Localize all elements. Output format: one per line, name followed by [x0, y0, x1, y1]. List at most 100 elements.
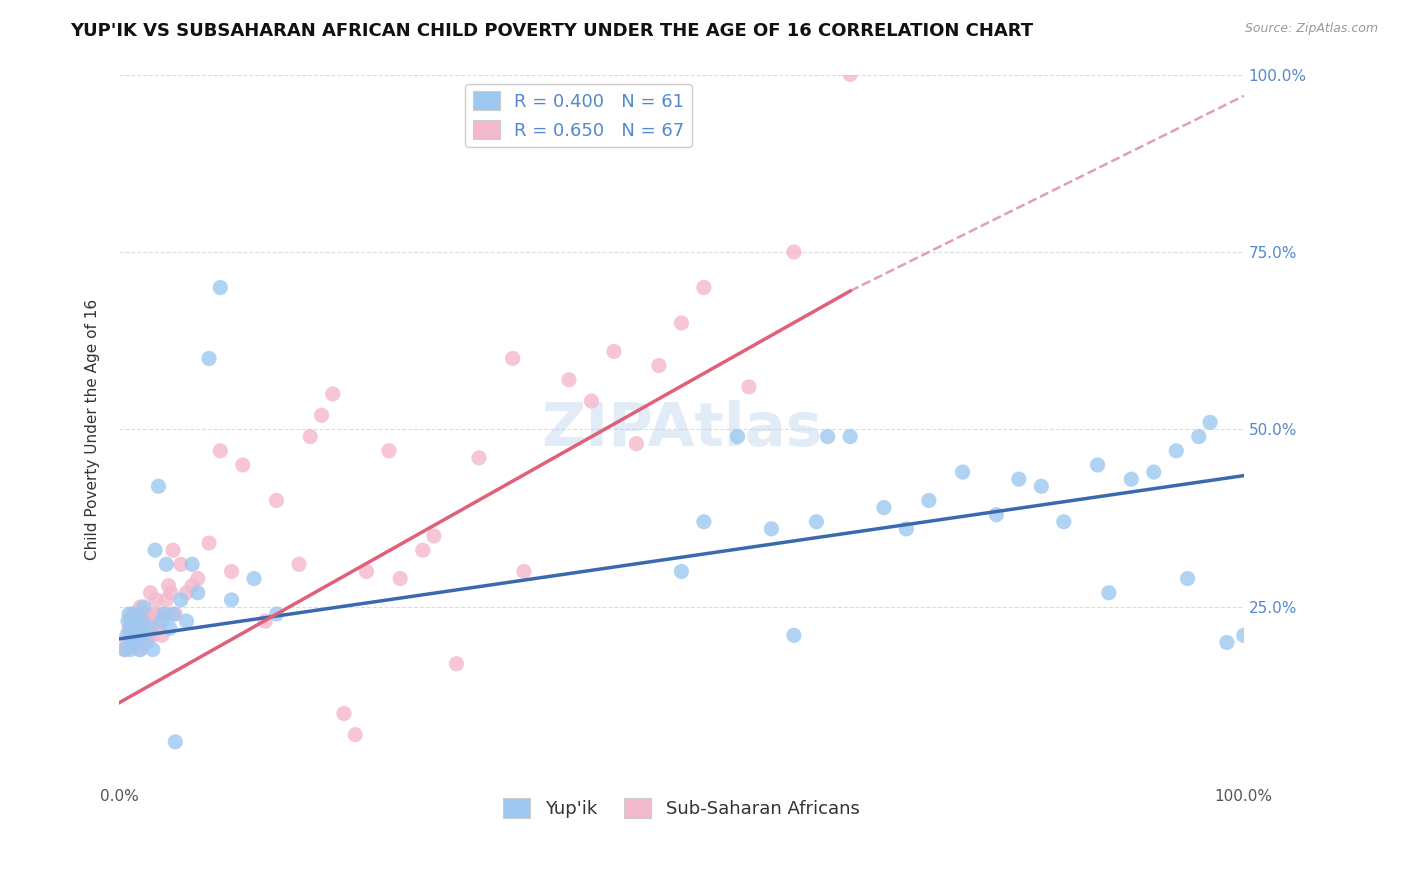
Point — [162, 543, 184, 558]
Point — [1098, 586, 1121, 600]
Point — [446, 657, 468, 671]
Point — [1188, 429, 1211, 443]
Point — [138, 614, 160, 628]
Point — [221, 592, 243, 607]
Point — [150, 628, 173, 642]
Point — [839, 429, 862, 443]
Point — [114, 642, 136, 657]
Point — [157, 579, 180, 593]
Point — [817, 429, 839, 443]
Point — [1053, 515, 1076, 529]
Point — [626, 436, 648, 450]
Point — [132, 635, 155, 649]
Point — [128, 621, 150, 635]
Point — [170, 592, 193, 607]
Point — [896, 522, 918, 536]
Text: YUP'IK VS SUBSAHARAN AFRICAN CHILD POVERTY UNDER THE AGE OF 16 CORRELATION CHART: YUP'IK VS SUBSAHARAN AFRICAN CHILD POVER… — [70, 22, 1033, 40]
Point — [761, 522, 783, 536]
Point — [311, 409, 333, 423]
Point — [1166, 443, 1188, 458]
Point — [129, 642, 152, 657]
Point — [468, 450, 491, 465]
Point — [120, 621, 142, 635]
Point — [1121, 472, 1143, 486]
Point — [187, 572, 209, 586]
Point — [266, 607, 288, 621]
Text: ZIPAtlas: ZIPAtlas — [541, 400, 823, 459]
Point — [1216, 635, 1239, 649]
Point — [127, 614, 149, 628]
Point — [159, 586, 181, 600]
Point — [198, 351, 221, 366]
Point — [322, 387, 344, 401]
Point — [139, 621, 162, 635]
Point — [153, 607, 176, 621]
Point — [121, 607, 143, 621]
Point — [783, 628, 806, 642]
Point — [558, 373, 581, 387]
Legend: Yup'ik, Sub-Saharan Africans: Yup'ik, Sub-Saharan Africans — [496, 791, 866, 825]
Point — [176, 614, 198, 628]
Point — [198, 536, 221, 550]
Point — [873, 500, 896, 515]
Point — [389, 572, 412, 586]
Point — [333, 706, 356, 721]
Point — [115, 635, 138, 649]
Point — [254, 614, 277, 628]
Point — [115, 628, 138, 642]
Point — [162, 607, 184, 621]
Point — [170, 558, 193, 572]
Point — [139, 586, 162, 600]
Point — [136, 607, 159, 621]
Point — [129, 599, 152, 614]
Point — [378, 443, 401, 458]
Point — [142, 628, 165, 642]
Point — [806, 515, 828, 529]
Point — [132, 599, 155, 614]
Point — [120, 642, 142, 657]
Point — [1031, 479, 1053, 493]
Point — [693, 280, 716, 294]
Point — [148, 479, 170, 493]
Point — [671, 565, 693, 579]
Point — [128, 642, 150, 657]
Point — [918, 493, 941, 508]
Point — [121, 635, 143, 649]
Point — [165, 607, 187, 621]
Point — [131, 607, 153, 621]
Point — [181, 558, 204, 572]
Point — [125, 635, 148, 649]
Point — [142, 642, 165, 657]
Point — [150, 614, 173, 628]
Point — [727, 429, 749, 443]
Point — [181, 579, 204, 593]
Point — [148, 607, 170, 621]
Point — [581, 394, 603, 409]
Point — [148, 621, 170, 635]
Point — [117, 614, 139, 628]
Point — [145, 592, 167, 607]
Point — [120, 614, 142, 628]
Point — [266, 493, 288, 508]
Point — [1008, 472, 1031, 486]
Point — [153, 607, 176, 621]
Point — [738, 380, 761, 394]
Point — [356, 565, 378, 579]
Point — [125, 621, 148, 635]
Point — [299, 429, 322, 443]
Point — [143, 607, 166, 621]
Point — [209, 280, 232, 294]
Point — [155, 558, 177, 572]
Point — [187, 586, 209, 600]
Point — [114, 642, 136, 657]
Point — [209, 443, 232, 458]
Point — [783, 245, 806, 260]
Point — [136, 635, 159, 649]
Point — [243, 572, 266, 586]
Point — [124, 607, 146, 621]
Point — [131, 628, 153, 642]
Point — [288, 558, 311, 572]
Point — [412, 543, 434, 558]
Point — [159, 621, 181, 635]
Point — [648, 359, 671, 373]
